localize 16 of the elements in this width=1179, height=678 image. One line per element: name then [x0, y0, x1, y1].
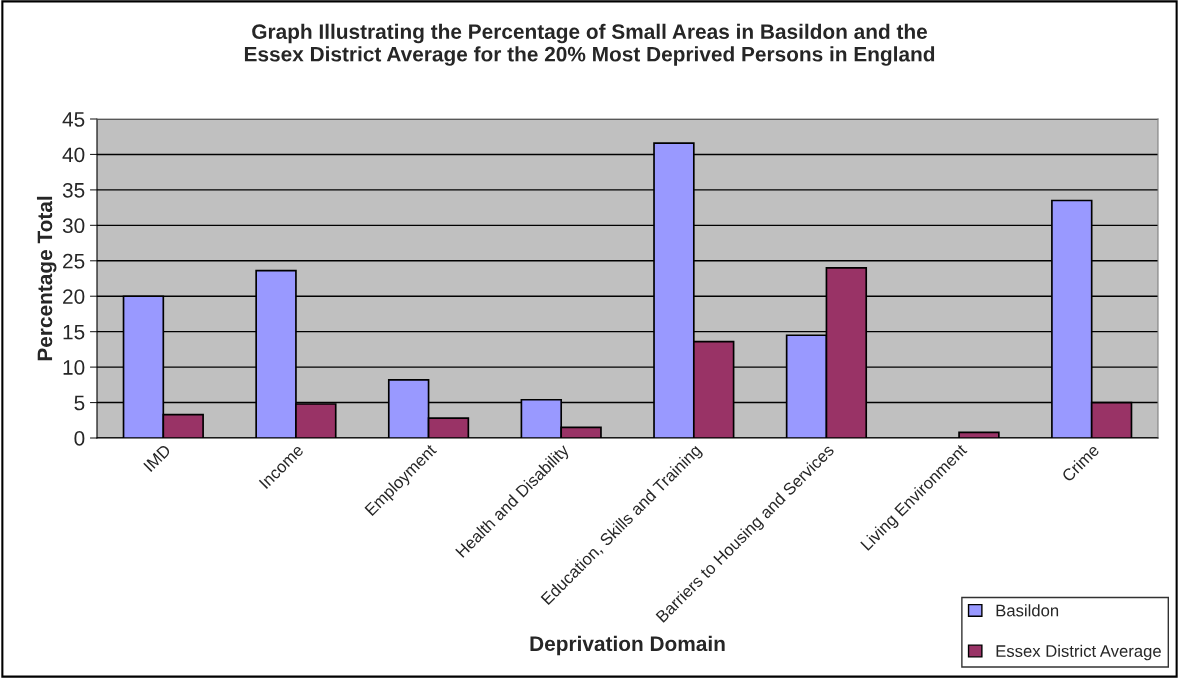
x-axis-title: Deprivation Domain: [530, 635, 725, 656]
y-tick-label: 20: [63, 289, 85, 304]
x-tick-label: IMD: [143, 443, 172, 472]
y-tick-label: 25: [63, 253, 85, 269]
legend-label: Essex District Average: [996, 644, 1161, 661]
y-tick-label: 10: [63, 360, 85, 375]
y-tick-label: 35: [62, 182, 85, 198]
chart-title: Graph Illustrating the Percentage of Small Areas in Basildon and the Essex District Average for the 20% Most Deprived Persons in England: [244, 23, 935, 66]
y-tick-label: 40: [62, 147, 85, 163]
y-tick-label: 0: [74, 431, 85, 446]
legend-label: Basildon: [996, 604, 1059, 617]
y-tick-label: 5: [74, 395, 85, 411]
y-axis-title: Percentage Total: [36, 196, 57, 361]
y-tick-label: 30: [62, 218, 85, 234]
y-tick-label: 15: [63, 324, 85, 340]
y-tick-label: 45: [62, 112, 85, 127]
